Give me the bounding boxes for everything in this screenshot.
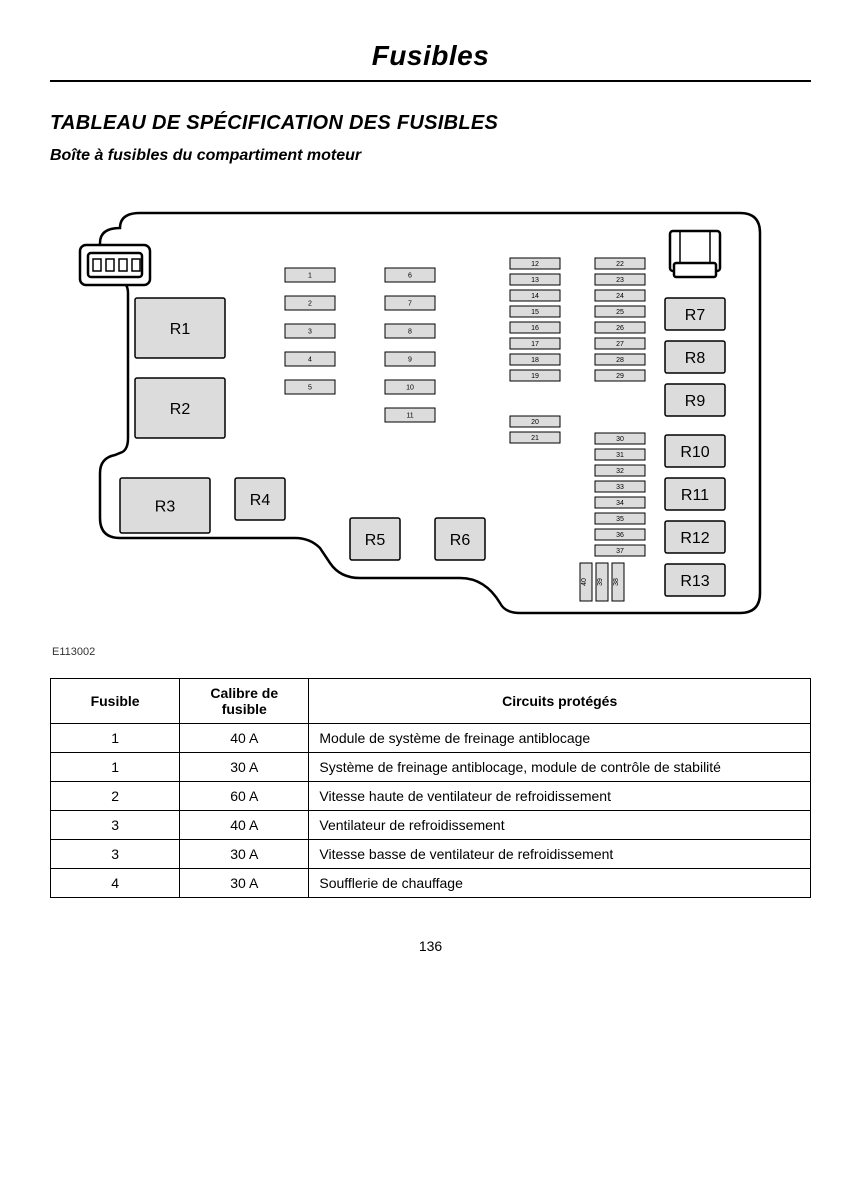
svg-text:12: 12 — [531, 261, 539, 268]
svg-text:14: 14 — [531, 293, 539, 300]
svg-text:34: 34 — [616, 500, 624, 507]
svg-text:22: 22 — [616, 261, 624, 268]
svg-text:13: 13 — [531, 277, 539, 284]
subsection-title: Boîte à fusibles du compartiment moteur — [50, 147, 811, 165]
fuse-spec-table: FusibleCalibre de fusibleCircuits protég… — [50, 678, 811, 898]
table-cell: 30 A — [180, 840, 309, 869]
table-cell: 3 — [51, 811, 180, 840]
table-row: 140 AModule de système de freinage antib… — [51, 724, 811, 753]
svg-text:39: 39 — [597, 578, 604, 586]
svg-text:32: 32 — [616, 468, 624, 475]
section-title: TABLEAU DE SPÉCIFICATION DES FUSIBLES — [50, 112, 811, 135]
svg-text:R13: R13 — [680, 573, 709, 590]
svg-text:17: 17 — [531, 341, 539, 348]
table-cell: Module de système de freinage antiblocag… — [309, 724, 811, 753]
svg-text:31: 31 — [616, 452, 624, 459]
svg-text:33: 33 — [616, 484, 624, 491]
svg-text:R1: R1 — [170, 321, 191, 338]
diagram-id: E113002 — [52, 646, 811, 658]
svg-text:R11: R11 — [681, 487, 709, 504]
table-cell: 1 — [51, 753, 180, 782]
svg-text:25: 25 — [616, 309, 624, 316]
svg-text:1: 1 — [308, 272, 312, 279]
svg-text:R8: R8 — [685, 350, 706, 367]
svg-text:16: 16 — [531, 325, 539, 332]
svg-text:19: 19 — [531, 373, 539, 380]
svg-text:3: 3 — [308, 328, 312, 335]
svg-text:26: 26 — [616, 325, 624, 332]
svg-text:18: 18 — [531, 357, 539, 364]
table-header: Circuits protégés — [309, 679, 811, 724]
title-rule — [50, 80, 811, 82]
svg-text:2: 2 — [308, 300, 312, 307]
svg-text:7: 7 — [408, 300, 412, 307]
table-cell: 40 A — [180, 811, 309, 840]
fuse-box-diagram: R1R2R3R4R5R6R7R8R9R10R11R12R131234567891… — [50, 183, 811, 638]
table-row: 130 ASystème de freinage antiblocage, mo… — [51, 753, 811, 782]
table-row: 330 AVitesse basse de ventilateur de ref… — [51, 840, 811, 869]
table-cell: 30 A — [180, 869, 309, 898]
svg-text:29: 29 — [616, 373, 624, 380]
svg-text:15: 15 — [531, 309, 539, 316]
page-title: Fusibles — [50, 40, 811, 72]
table-cell: Ventilateur de refroidissement — [309, 811, 811, 840]
svg-text:R3: R3 — [155, 499, 176, 516]
table-row: 340 AVentilateur de refroidissement — [51, 811, 811, 840]
svg-text:28: 28 — [616, 357, 624, 364]
svg-text:4: 4 — [308, 356, 312, 363]
svg-text:36: 36 — [616, 532, 624, 539]
table-cell: 60 A — [180, 782, 309, 811]
svg-text:R10: R10 — [680, 444, 709, 461]
svg-text:9: 9 — [408, 356, 412, 363]
table-row: 260 AVitesse haute de ventilateur de ref… — [51, 782, 811, 811]
svg-text:R6: R6 — [450, 532, 471, 549]
table-cell: Soufflerie de chauffage — [309, 869, 811, 898]
svg-text:6: 6 — [408, 272, 412, 279]
svg-text:8: 8 — [408, 328, 412, 335]
svg-text:23: 23 — [616, 277, 624, 284]
table-header: Fusible — [51, 679, 180, 724]
table-cell: 2 — [51, 782, 180, 811]
svg-text:11: 11 — [406, 412, 413, 419]
table-header: Calibre de fusible — [180, 679, 309, 724]
svg-text:27: 27 — [616, 341, 624, 348]
svg-text:38: 38 — [613, 578, 620, 586]
svg-text:37: 37 — [616, 548, 624, 555]
page-number: 136 — [50, 938, 811, 954]
svg-text:R7: R7 — [685, 307, 706, 324]
table-cell: Vitesse basse de ventilateur de refroidi… — [309, 840, 811, 869]
svg-text:5: 5 — [308, 384, 312, 391]
table-cell: 1 — [51, 724, 180, 753]
table-cell: 40 A — [180, 724, 309, 753]
table-cell: Système de freinage antiblocage, module … — [309, 753, 811, 782]
svg-text:R4: R4 — [250, 492, 271, 509]
svg-text:40: 40 — [581, 578, 588, 586]
svg-text:20: 20 — [531, 419, 539, 426]
svg-text:R12: R12 — [680, 530, 709, 547]
svg-text:24: 24 — [616, 293, 624, 300]
table-cell: 30 A — [180, 753, 309, 782]
svg-text:30: 30 — [616, 436, 624, 443]
table-cell: 4 — [51, 869, 180, 898]
svg-text:21: 21 — [531, 435, 539, 442]
table-cell: Vitesse haute de ventilateur de refroidi… — [309, 782, 811, 811]
svg-text:35: 35 — [616, 516, 624, 523]
svg-text:R2: R2 — [170, 401, 191, 418]
svg-text:R9: R9 — [685, 393, 706, 410]
table-cell: 3 — [51, 840, 180, 869]
svg-text:R5: R5 — [365, 532, 386, 549]
svg-text:10: 10 — [406, 384, 414, 391]
table-row: 430 ASoufflerie de chauffage — [51, 869, 811, 898]
